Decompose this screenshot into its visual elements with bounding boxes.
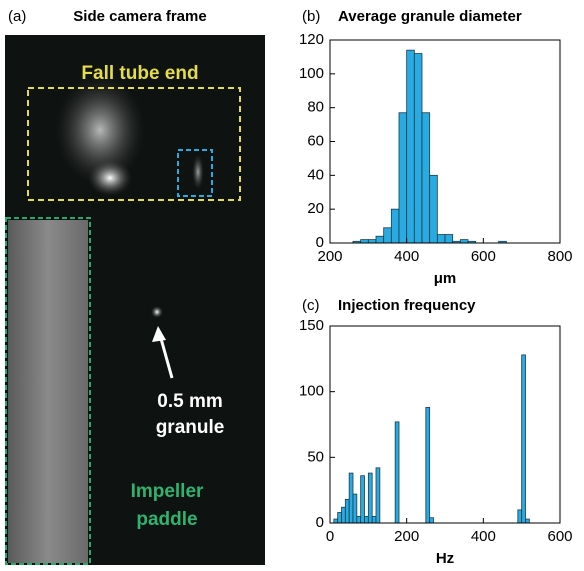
bar (390, 208, 400, 244)
bar (525, 518, 530, 524)
bar (348, 472, 354, 524)
bar (341, 506, 346, 524)
x-tick-label: 400 (394, 248, 419, 265)
bar (375, 467, 381, 524)
annotation: Fall tube end (81, 63, 198, 84)
bar (364, 516, 369, 524)
x-tick-label: 200 (317, 248, 342, 265)
bar (444, 234, 454, 244)
x-axis-label: μm (434, 270, 457, 287)
bar (344, 498, 350, 524)
y-tick-label: 60 (307, 132, 324, 149)
bar (413, 53, 423, 244)
bar (398, 112, 408, 244)
annotation: granule (156, 417, 225, 438)
x-tick-label: 400 (471, 528, 496, 545)
bar (337, 512, 342, 524)
y-tick-label: 100 (299, 65, 324, 82)
paddle-box (5, 217, 91, 565)
bar (421, 112, 431, 244)
tube-glow (88, 160, 132, 196)
x-tick-label: 600 (471, 248, 496, 265)
bar (333, 518, 339, 524)
bar (383, 227, 392, 244)
bar (406, 49, 415, 244)
bar (429, 517, 434, 524)
bar (356, 516, 362, 524)
bar (367, 239, 377, 244)
axes-frame (329, 325, 561, 524)
bar (521, 354, 526, 524)
tube-box (27, 87, 241, 201)
annotation: paddle (136, 509, 197, 530)
y-tick-label: 0 (316, 234, 324, 251)
chart-title: Average granule diameter (338, 8, 522, 25)
bar (360, 239, 369, 244)
x-tick-label: 600 (547, 528, 572, 545)
x-axis-label: Hz (436, 550, 454, 567)
bar (394, 421, 400, 524)
bar (429, 174, 438, 244)
granule-box (177, 149, 213, 197)
paddle (8, 220, 88, 563)
panel-label: (a) (8, 8, 26, 25)
bar (517, 509, 523, 524)
granule-glow (192, 154, 204, 190)
bar (367, 472, 373, 524)
panel-title: Side camera frame (73, 8, 206, 25)
y-tick-label: 50 (307, 448, 324, 465)
annotation: 0.5 mm (157, 391, 222, 412)
x-tick-label: 800 (547, 248, 572, 265)
y-tick-label: 150 (299, 317, 324, 334)
arrow-head (152, 326, 166, 342)
granule (151, 306, 163, 318)
y-tick-label: 100 (299, 383, 324, 400)
chart-title: Injection frequency (338, 297, 476, 314)
y-tick-label: 80 (307, 99, 324, 116)
x-tick-label: 0 (326, 528, 334, 545)
bar (375, 235, 385, 244)
bar (459, 239, 469, 244)
bar (371, 516, 377, 524)
x-tick-label: 200 (394, 528, 419, 545)
camera-panel: (a) Side camera frame Fall tube end 0.5 … (5, 8, 265, 565)
y-tick-label: 120 (299, 31, 324, 48)
bar (425, 407, 431, 524)
annotation: Impeller (131, 481, 204, 502)
tube-glow (55, 75, 145, 185)
panel-label: (b) (302, 8, 320, 25)
y-tick-label: 20 (307, 200, 324, 217)
y-tick-label: 0 (316, 514, 324, 531)
bar (352, 493, 358, 524)
bar (360, 475, 365, 524)
y-tick-label: 40 (307, 166, 324, 183)
bar (436, 234, 446, 244)
panel-label: (c) (302, 297, 320, 314)
axes-frame (329, 39, 561, 244)
arrow (158, 334, 174, 379)
